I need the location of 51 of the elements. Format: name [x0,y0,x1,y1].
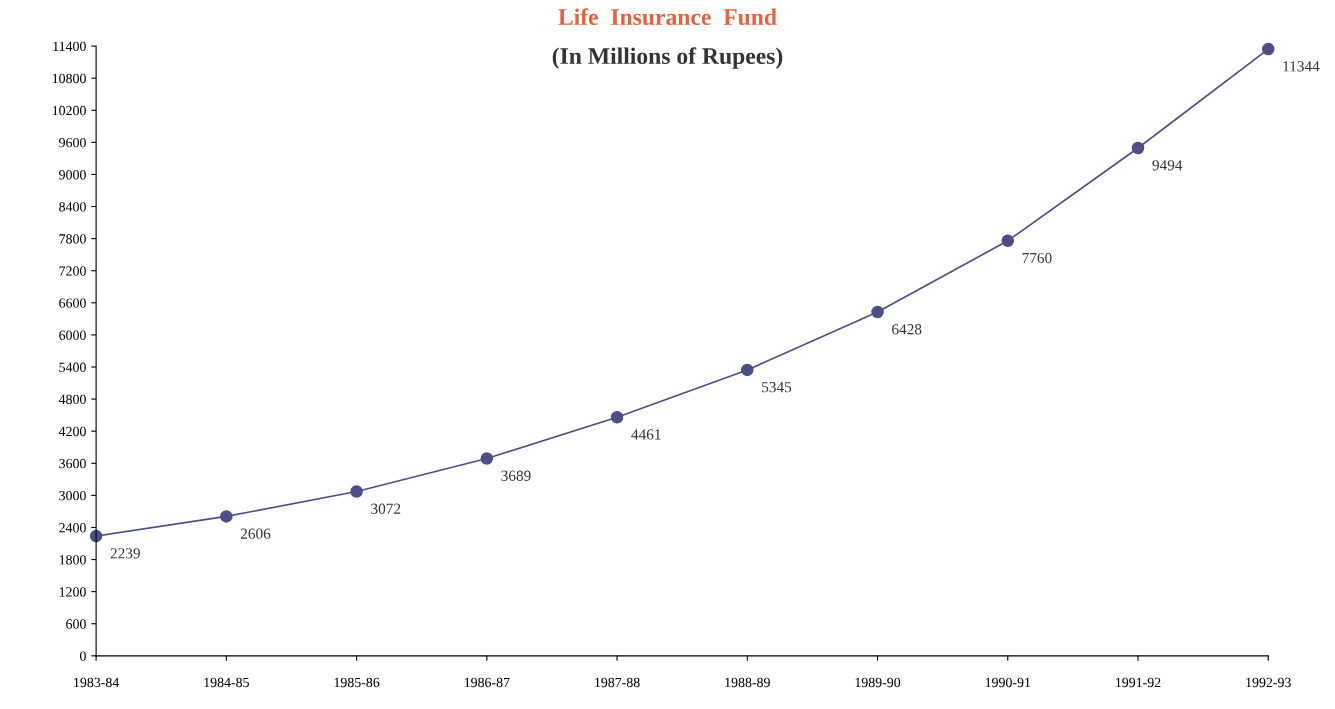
y-tick-label: 10800 [52,73,86,84]
x-tick-label: 1987-88 [595,677,640,688]
y-tick-label: 1800 [59,555,86,565]
data-label: 9494 [1152,160,1183,171]
data-label: 2606 [240,528,271,539]
y-tick-label: 11400 [53,41,86,52]
data-label: 7760 [1022,252,1052,264]
data-label: 3689 [501,470,531,481]
data-label: 6428 [892,324,922,335]
data-label: 5345 [762,382,792,393]
y-tick-label: 10200 [52,105,86,116]
chart-title: Life Insurance Fund [558,8,777,26]
y-tick-label: 7800 [59,234,86,244]
y-tick-label: 9000 [59,170,86,180]
y-tick-label: 7200 [59,266,86,276]
y-tick-label: 6600 [59,298,86,308]
data-label: 11344 [1283,61,1320,72]
y-tick-label: 5400 [59,362,86,372]
x-tick-label: 1984-85 [204,677,249,688]
y-tick-label: 6000 [59,330,86,340]
data-label: 4461 [631,429,661,440]
y-tick-label: 9600 [59,137,86,148]
y-tick-label: 4200 [58,426,86,437]
point [1261,42,1275,56]
y-tick-label: 8400 [59,202,86,212]
x-tick-label: 1990-91 [985,677,1031,688]
y-tick-label: 3000 [59,490,86,501]
x-tick-label: 1986-87 [464,677,510,688]
point [220,510,233,523]
point [1131,141,1145,155]
data-label: 3072 [371,503,401,514]
x-tick-label: 1992-93 [1246,677,1291,688]
x-tick-label: 1989-90 [855,677,901,688]
y-tick-label: 0 [79,651,86,661]
point [1001,234,1015,248]
data-label: 2239 [110,548,140,559]
y-tick-label: 2400 [59,523,86,533]
x-tick-label: 1983-84 [74,677,120,688]
point [480,452,494,465]
y-tick-label: 3600 [59,458,86,469]
y-tick-label: 4800 [58,394,86,405]
point [350,485,363,498]
point [871,305,884,319]
point [610,410,624,424]
x-tick-label: 1985-86 [334,677,380,688]
y-tick-label: 1200 [59,587,86,597]
x-tick-label: 1988-89 [725,677,770,688]
chart-subtitle: (In Millions of Rupees) [552,47,783,69]
point [741,363,754,377]
x-tick-label: 1991-92 [1116,677,1161,688]
y-tick-label: 600 [66,619,86,629]
